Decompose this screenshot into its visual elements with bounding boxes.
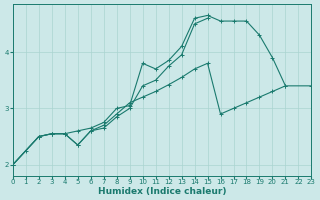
X-axis label: Humidex (Indice chaleur): Humidex (Indice chaleur): [98, 187, 226, 196]
